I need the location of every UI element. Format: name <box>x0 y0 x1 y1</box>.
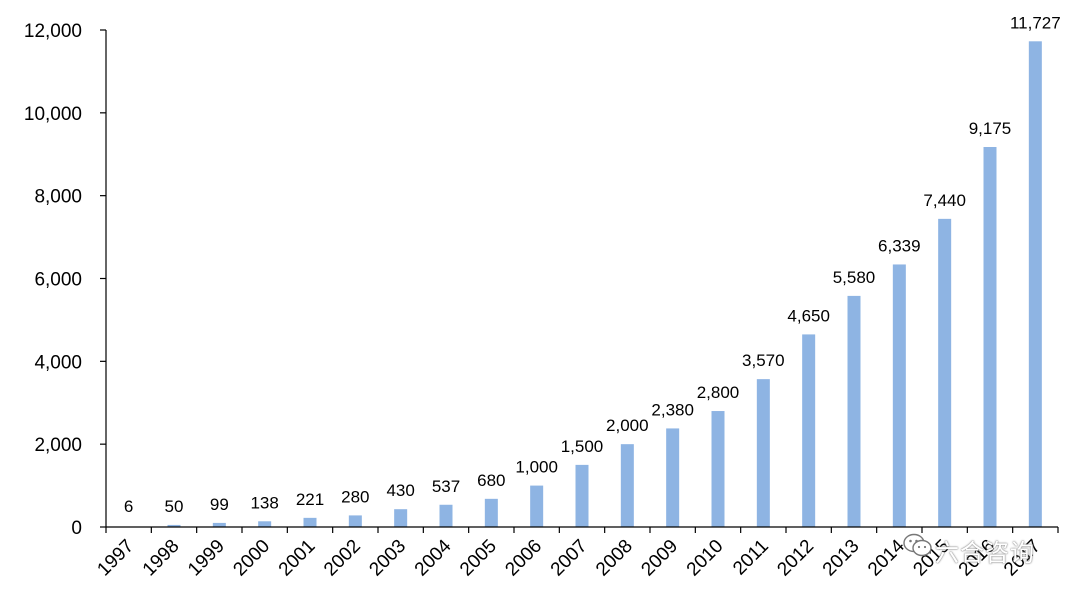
x-tick-label: 2011 <box>729 536 773 580</box>
bar-2013 <box>847 295 861 527</box>
x-tick-label: 1997 <box>93 536 138 581</box>
bar-2005 <box>484 498 498 527</box>
bar-2014 <box>892 264 906 527</box>
data-label-2004: 537 <box>432 477 460 496</box>
x-tick-label: 2013 <box>819 536 864 581</box>
bar-2009 <box>666 428 680 527</box>
bar-2007 <box>575 464 589 527</box>
y-axis: 0 2,000 4,000 6,000 8,000 10,000 12,000 <box>24 21 106 539</box>
bar-2004 <box>439 504 453 527</box>
bar-2015 <box>938 218 952 528</box>
x-tick-label: 2009 <box>637 536 682 581</box>
x-tick-label: 2004 <box>411 535 456 580</box>
data-label-2002: 280 <box>341 487 369 506</box>
bar-2002 <box>348 515 362 527</box>
bar-2006 <box>530 485 544 527</box>
x-tick-label: 2008 <box>592 536 637 581</box>
bar-2017 <box>1028 41 1042 527</box>
data-label-2015: 7,440 <box>923 191 966 210</box>
bar-2016 <box>983 147 997 528</box>
data-label-2017: 11,727 <box>1010 13 1061 32</box>
data-label-1999: 99 <box>210 495 229 514</box>
bar-2008 <box>620 444 634 527</box>
data-label-2008: 2,000 <box>606 416 649 435</box>
x-tick-label: 2010 <box>683 536 728 581</box>
y-tick-label: 10,000 <box>24 104 82 125</box>
bar-2011 <box>756 379 770 527</box>
data-label-1998: 50 <box>165 497 184 516</box>
data-label-2003: 430 <box>386 481 414 500</box>
bar-1999 <box>212 522 226 527</box>
data-label-2016: 9,175 <box>969 119 1012 138</box>
x-tick-label: 1999 <box>184 536 229 581</box>
bar-1998 <box>167 524 181 527</box>
bar-2012 <box>802 334 816 527</box>
y-tick-label: 8,000 <box>34 187 82 208</box>
bars-group <box>122 41 1042 528</box>
watermark-text: 六合咨询 <box>935 539 1035 567</box>
bar-2010 <box>711 411 725 527</box>
y-tick-label: 6,000 <box>34 270 82 291</box>
y-tick-label: 0 <box>71 518 82 539</box>
data-label-2000: 138 <box>250 493 278 512</box>
x-tick-label: 2006 <box>501 536 546 581</box>
data-label-2014: 6,339 <box>878 236 921 255</box>
data-label-2005: 680 <box>477 471 505 490</box>
y-tick-label: 2,000 <box>34 435 82 456</box>
wechat-icon <box>903 533 932 557</box>
data-label-2006: 1,000 <box>515 458 558 477</box>
bar-2003 <box>394 509 408 527</box>
y-tick-label: 12,000 <box>24 21 82 42</box>
data-label-1997: 6 <box>124 497 133 516</box>
data-label-2007: 1,500 <box>561 437 604 456</box>
x-tick-label: 1998 <box>139 536 184 581</box>
x-tick-label: 2003 <box>365 536 410 581</box>
y-tick-label: 4,000 <box>34 352 82 373</box>
x-tick-label: 2005 <box>456 536 501 581</box>
data-label-2011: 3,570 <box>742 351 785 370</box>
bar-2000 <box>258 521 272 527</box>
bar-2001 <box>303 517 317 527</box>
data-label-2009: 2,380 <box>651 400 694 419</box>
x-tick-label: 2000 <box>229 536 274 581</box>
x-tick-label: 2012 <box>773 536 818 581</box>
data-label-2010: 2,800 <box>697 383 740 402</box>
data-label-2013: 5,580 <box>833 268 876 287</box>
data-label-2012: 4,650 <box>787 306 830 325</box>
data-labels-group: 6 50 99 138 221 280 430 537 6801,0001,5002,0002,… <box>124 13 1061 516</box>
data-label-2001: 221 <box>296 490 324 509</box>
x-tick-label: 2002 <box>320 536 365 581</box>
x-tick-label: 2007 <box>547 536 592 581</box>
x-tick-label: 2001 <box>275 536 320 581</box>
